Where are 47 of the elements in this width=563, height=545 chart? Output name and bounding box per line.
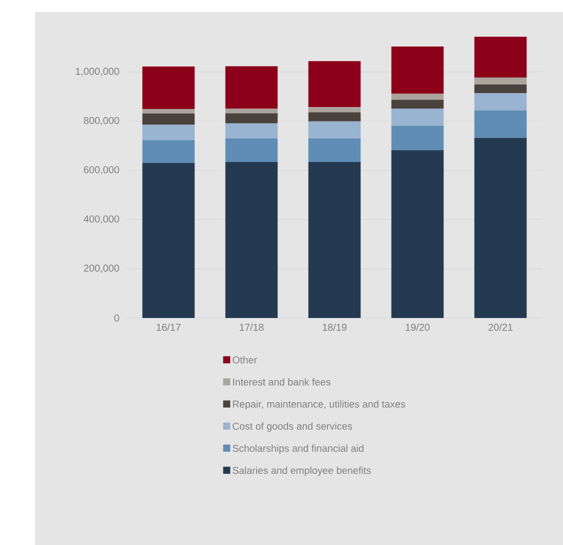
bar <box>308 61 361 108</box>
bar <box>391 100 444 109</box>
bar <box>225 123 278 138</box>
bar <box>391 108 444 126</box>
bar <box>225 108 278 114</box>
x-tick-label: 16/17 <box>156 324 180 331</box>
bar <box>142 66 195 110</box>
y-tick-label: 200,000 <box>84 264 120 273</box>
bar <box>225 138 278 162</box>
bar <box>225 113 278 124</box>
legend-label: Interest and bank fees <box>233 378 330 386</box>
bar <box>142 113 195 125</box>
bar <box>308 107 361 112</box>
bar <box>474 93 527 111</box>
bar <box>225 162 278 318</box>
legend-label: Cost of goods and services <box>232 422 352 432</box>
legend-label: Scholarships and financial aid <box>232 444 364 454</box>
bar <box>474 138 527 318</box>
bar <box>308 138 361 162</box>
bar <box>142 109 195 114</box>
bar <box>391 46 444 94</box>
legend-label: Other <box>232 356 257 364</box>
bar <box>391 150 444 318</box>
bar <box>142 124 195 140</box>
x-tick-label: 19/20 <box>406 324 430 331</box>
legend-label: Repair, maintenance, utilities and taxes <box>233 400 406 410</box>
bar <box>142 162 195 318</box>
y-tick-label: 1,000,000 <box>76 68 120 76</box>
bar <box>308 112 361 122</box>
y-tick-label: 0 <box>114 314 120 322</box>
bar <box>225 66 278 109</box>
bar <box>474 84 527 94</box>
y-tick-label: 800,000 <box>84 117 120 126</box>
legend-label: Salaries and employee benefits <box>232 466 371 476</box>
bar <box>474 78 527 84</box>
x-tick-label: 18/19 <box>322 324 347 331</box>
bar <box>474 36 527 78</box>
bar <box>391 94 444 100</box>
bar <box>474 110 527 138</box>
bar <box>308 121 361 138</box>
y-tick-label: 400,000 <box>84 215 120 224</box>
x-tick-label: 20/21 <box>488 324 512 331</box>
bar <box>391 126 444 150</box>
x-tick-label: 17/18 <box>240 324 264 331</box>
bar <box>308 162 361 318</box>
bar <box>142 140 195 163</box>
y-tick-label: 600,000 <box>84 166 120 174</box>
